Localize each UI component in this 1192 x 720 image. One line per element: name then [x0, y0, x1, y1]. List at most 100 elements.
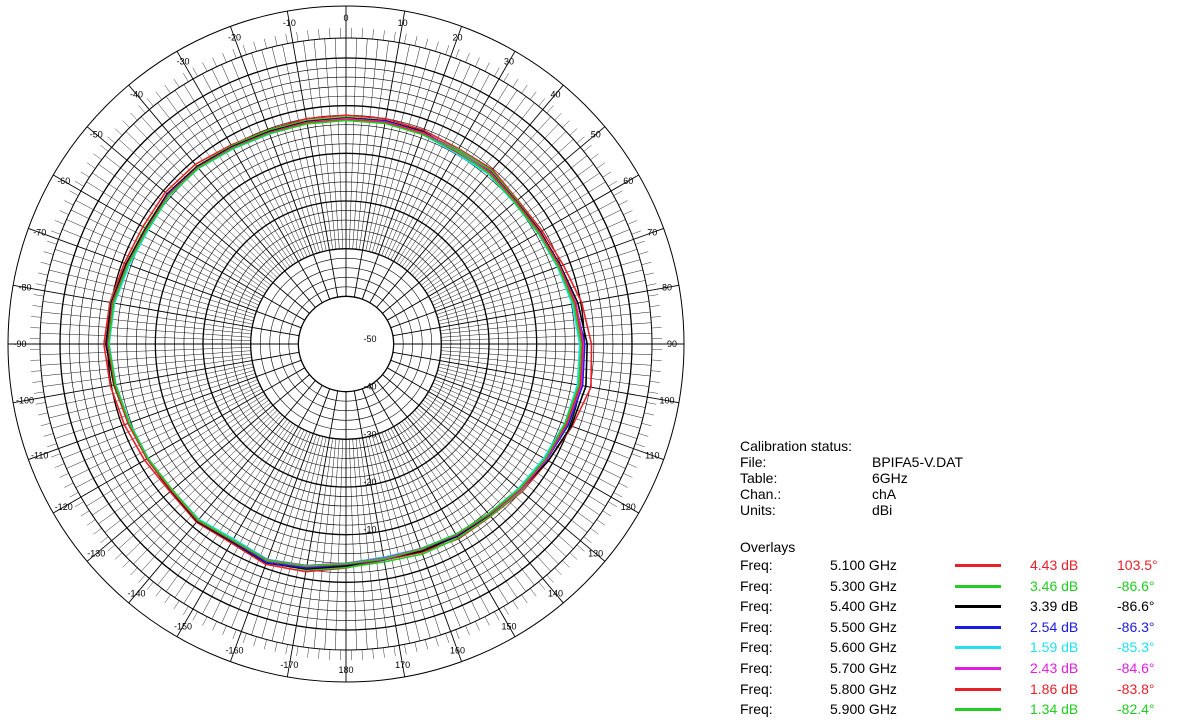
band-tick — [635, 444, 645, 447]
band-tick — [254, 637, 257, 647]
band-tick — [456, 630, 460, 639]
grid-spoke — [177, 51, 322, 302]
band-tick — [30, 360, 40, 361]
band-tick — [165, 595, 171, 603]
band-tick — [55, 221, 64, 225]
grid-spoke — [359, 41, 388, 250]
band-tick — [373, 29, 374, 39]
grid-spoke — [440, 301, 649, 330]
band-tick — [75, 502, 84, 507]
overlay-gain: 1.34 dB — [1030, 699, 1078, 720]
band-tick — [584, 145, 592, 151]
overlay-freq: 5.900 GHz — [830, 699, 897, 720]
band-tick — [485, 617, 490, 626]
overlay-angle: -86.6° — [1117, 596, 1155, 617]
band-tick — [139, 106, 146, 114]
band-tick — [446, 45, 449, 55]
overlay-freq: 5.300 GHz — [830, 576, 897, 597]
grid-spoke — [387, 368, 638, 513]
band-tick — [577, 545, 585, 552]
angle-label: -10 — [283, 18, 296, 28]
grid-spoke — [391, 360, 664, 459]
overlay-freq: 5.400 GHz — [830, 596, 897, 617]
grid-spoke — [362, 26, 461, 299]
band-tick — [603, 511, 611, 516]
band-tick — [522, 595, 528, 603]
band-tick — [425, 640, 428, 650]
grid-spoke — [421, 156, 587, 286]
band-tick — [642, 423, 652, 426]
band-tick — [38, 413, 48, 415]
band-tick — [115, 553, 122, 560]
angle-label: -170 — [280, 660, 298, 670]
grid-spoke — [369, 437, 420, 641]
grid-spoke — [405, 103, 535, 269]
cal-value: BPIFA5-V.DAT — [872, 454, 963, 470]
band-tick — [213, 621, 217, 630]
band-tick — [139, 575, 146, 583]
grid-spoke — [177, 385, 322, 636]
band-tick — [275, 642, 277, 652]
angle-label: 160 — [450, 645, 465, 655]
angle-label: 10 — [398, 18, 408, 28]
band-tick — [319, 29, 320, 39]
band-tick — [203, 617, 208, 626]
band-tick — [165, 85, 171, 93]
angle-label: -50 — [90, 130, 103, 140]
grid-spoke — [303, 438, 332, 647]
overlay-gain: 1.59 dB — [1030, 637, 1078, 658]
band-tick — [131, 113, 138, 120]
grid-spoke — [440, 357, 649, 386]
band-tick — [147, 98, 153, 106]
grid-spoke — [439, 280, 645, 324]
band-tick — [648, 392, 658, 394]
band-tick — [394, 32, 396, 42]
overlay-gain: 2.43 dB — [1030, 658, 1078, 679]
grid-spoke — [62, 380, 257, 459]
band-tick — [108, 545, 116, 552]
radial-label: -20 — [363, 477, 376, 487]
band-tick — [108, 137, 116, 144]
band-tick — [100, 537, 108, 543]
band-tick — [504, 606, 509, 615]
band-tick — [81, 511, 89, 516]
overlay-freq: 5.800 GHz — [830, 679, 897, 700]
overlay-freq-label: Freq: — [740, 679, 773, 700]
band-tick — [383, 648, 384, 658]
band-tick — [597, 163, 605, 169]
grid-spoke — [439, 367, 643, 418]
band-tick — [608, 181, 617, 186]
band-tick — [330, 650, 331, 660]
radial-label: -30 — [363, 429, 376, 439]
band-tick — [156, 92, 162, 100]
overlays-title: Overlays — [740, 539, 963, 555]
angle-label: -40 — [130, 89, 143, 99]
cal-value: dBi — [872, 502, 892, 518]
grid-spoke — [71, 210, 260, 302]
overlay-angle: -86.6° — [1117, 576, 1155, 597]
calibration-chan-row: Chan.:chA — [740, 486, 963, 502]
band-tick — [70, 492, 79, 497]
band-tick — [584, 537, 592, 543]
grid-spoke — [43, 301, 252, 330]
cal-key: Chan.: — [740, 486, 872, 502]
band-tick — [513, 79, 518, 87]
grid-spoke — [382, 432, 461, 627]
overlay-swatch — [955, 564, 1001, 567]
overlay-freq-label: Freq: — [740, 658, 773, 679]
band-tick — [562, 560, 569, 567]
band-tick — [394, 646, 396, 656]
band-tick — [174, 79, 179, 87]
band-tick — [362, 28, 363, 38]
band-tick — [577, 137, 585, 144]
band-tick — [651, 371, 661, 372]
grid-spoke — [366, 437, 410, 643]
grid-spoke — [366, 45, 410, 251]
band-tick — [156, 588, 162, 596]
overlay-swatch — [955, 708, 1001, 711]
